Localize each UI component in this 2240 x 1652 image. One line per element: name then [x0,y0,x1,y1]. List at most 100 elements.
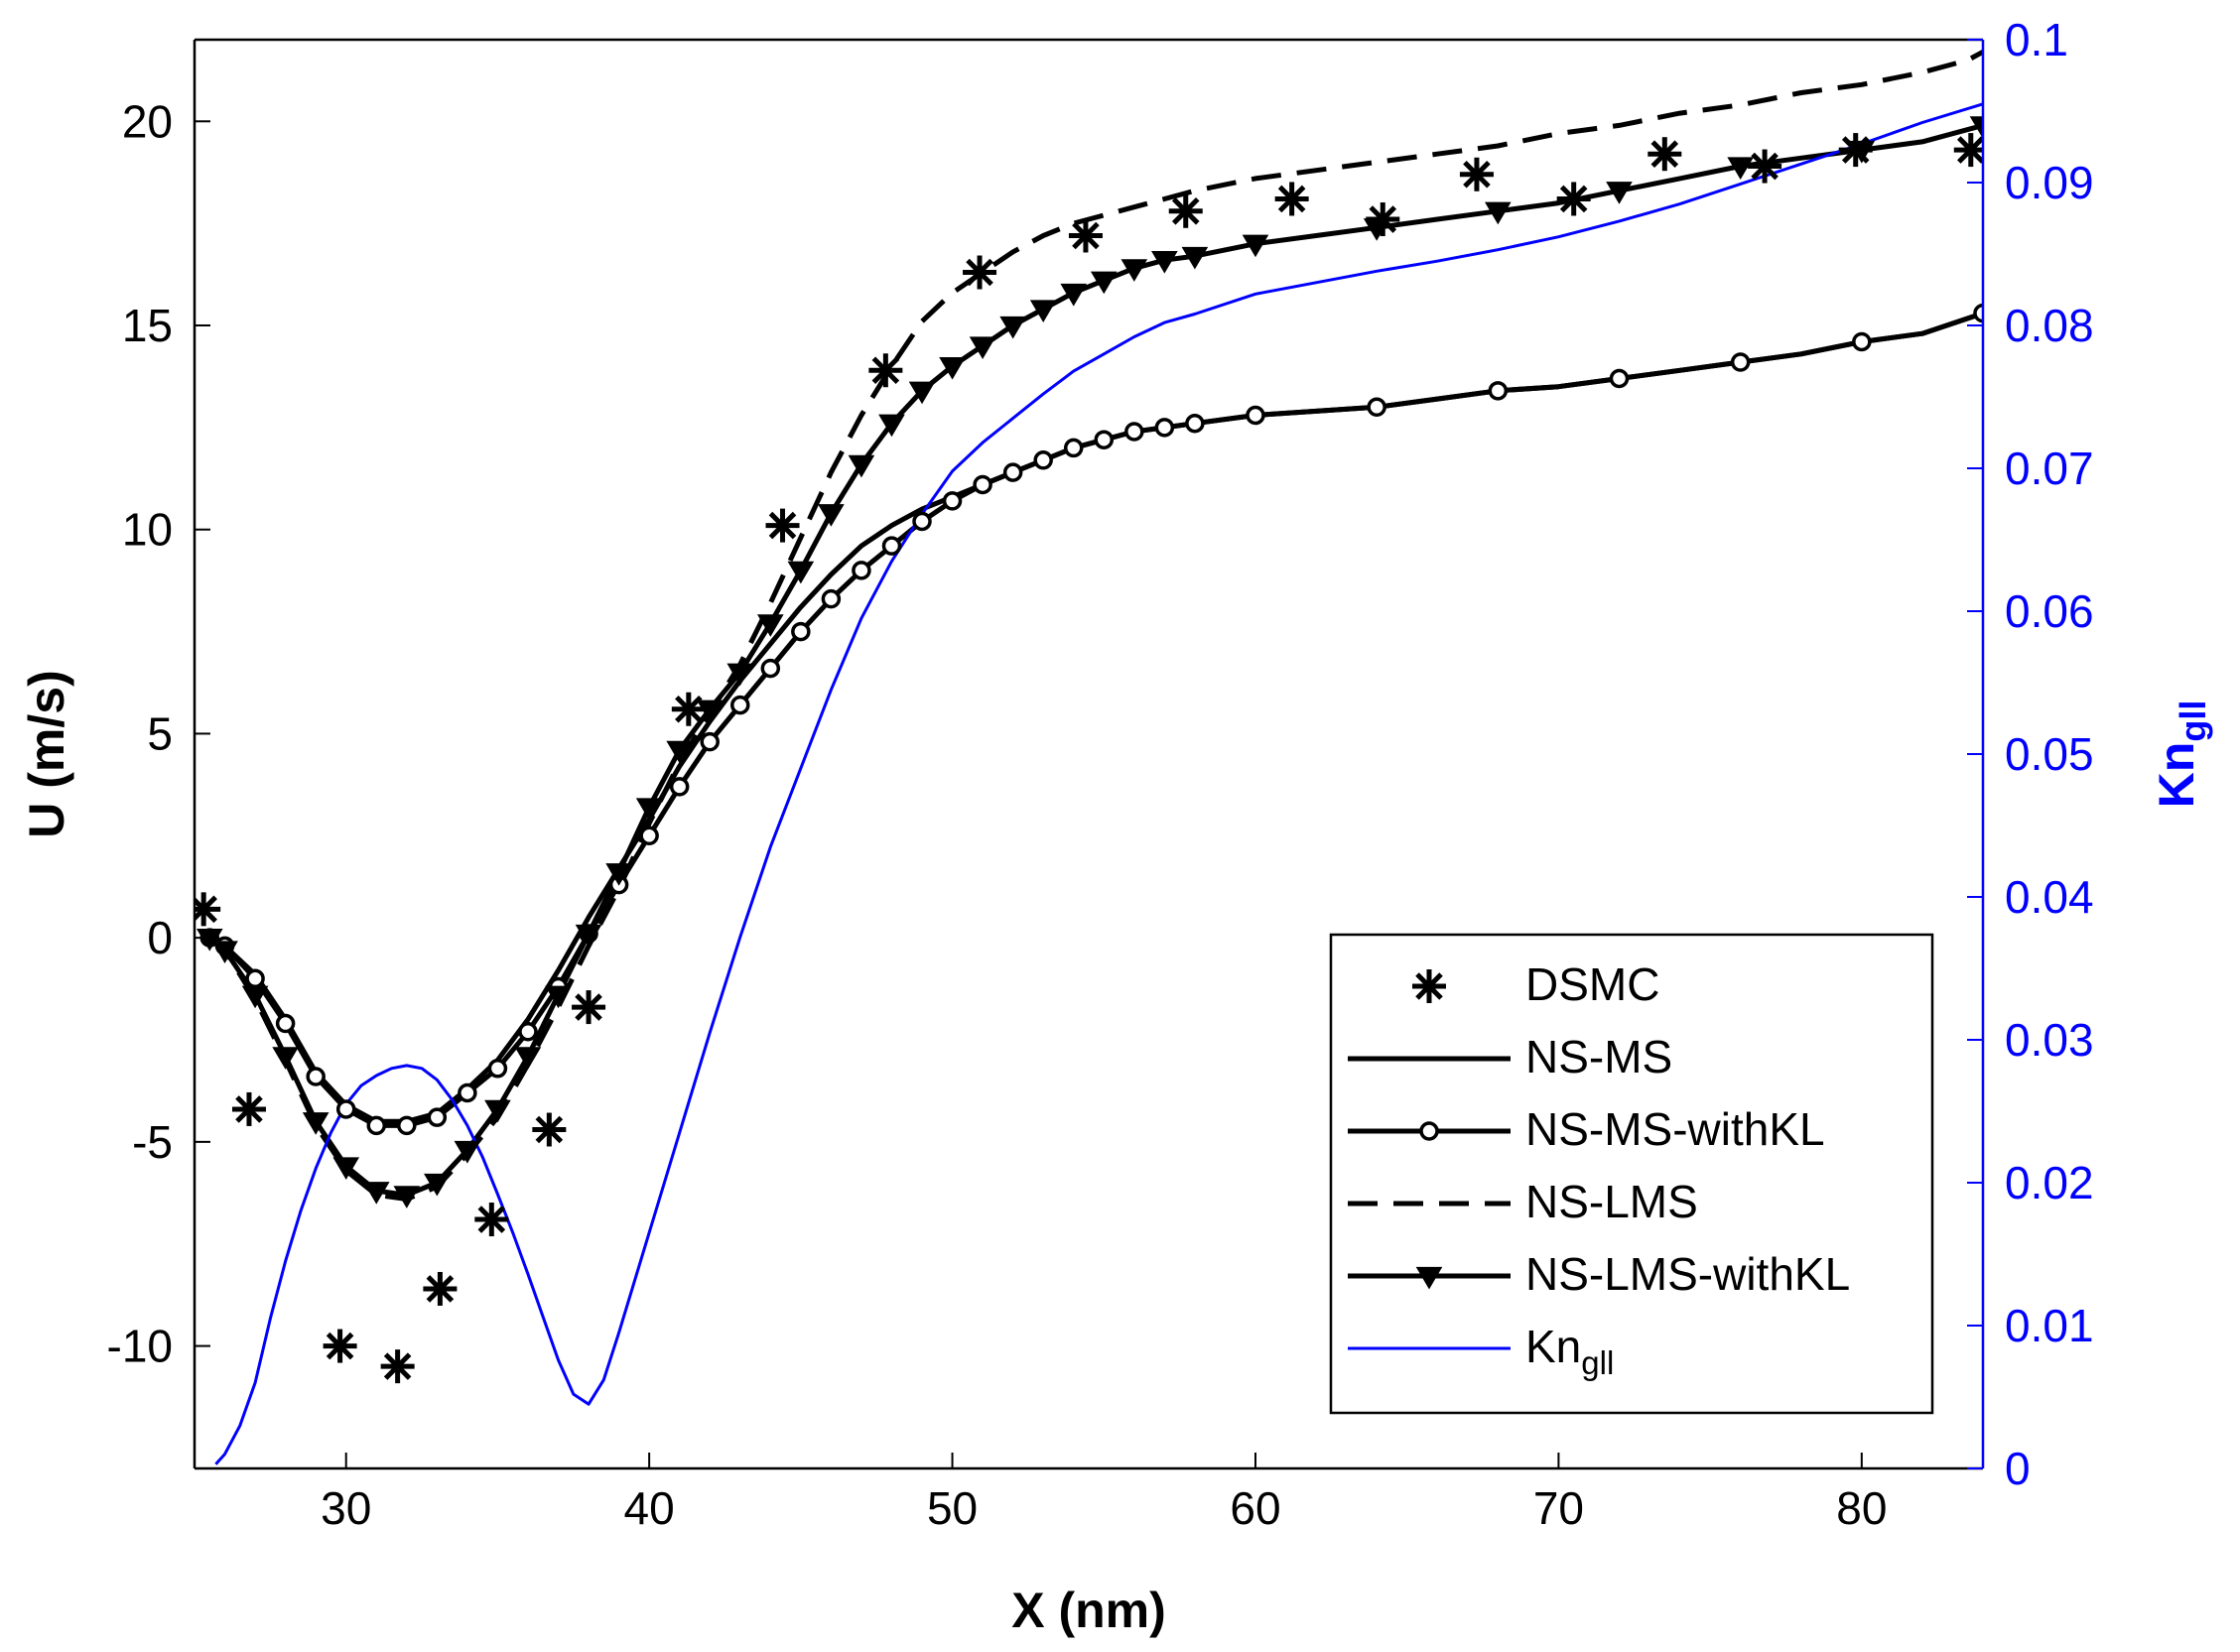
ns-ms-withkl-point [275,1013,296,1034]
y-axis-label: U (m/s) [19,670,74,837]
ns-lms-withkl-point [1060,283,1088,307]
ns-ms-withkl-point [1367,397,1386,418]
y-tick-label: -10 [107,1321,173,1372]
legend-label-ns-ms-withkl: NS-MS-withKL [1525,1103,1825,1155]
ns-lms-withkl-point [666,740,693,764]
ns-lms-withkl-point [1120,259,1148,282]
ns-ms-withkl-point [245,968,265,989]
ns-ms-withkl-point [1973,303,1983,323]
x-tick-label: 70 [1533,1482,1584,1534]
ns-ms-withkl-point [881,536,902,556]
ns-ms-withkl-point [700,731,720,752]
ns-ms-withkl-point [1730,352,1751,372]
legend-label-ns-lms: NS-LMS [1525,1176,1698,1227]
ns-lms-withkl-point [302,1112,329,1135]
dsmc-point [1274,182,1309,216]
legend-symbol-ns-ms-withkl-marker [1419,1121,1439,1141]
ns-ms-withkl-point [1246,405,1265,426]
legend: DSMC NS-MS NS-MS-withKL NS-LMS NS-LMS-wi… [1329,933,1934,1415]
ns-lms-withkl-point [756,614,784,637]
ns-ms-withkl-point [1154,418,1175,438]
ns-ms-withkl-point [1488,381,1509,401]
ns-ms-withkl-point [730,695,750,715]
ns-ms-withkl-point [1063,438,1084,458]
legend-box [1329,933,1934,1415]
ns-ms-withkl-point [366,1115,387,1136]
ns-lms-withkl-point [1029,300,1057,323]
dsmc-point [323,1329,357,1363]
y2-tick-label: 0.05 [2005,728,2094,780]
ns-lms-withkl-point [196,928,223,952]
ns-lms-withkl-point [1181,246,1209,270]
y2-tick-label: 0 [2005,1443,2031,1494]
ns-lms-withkl-point [908,381,936,405]
marker-layer [195,116,1983,1384]
legend-label-kn-gll: Kngll [1525,1321,1614,1381]
dsmc-point [532,1112,567,1147]
legend-label-kn-gll-main: Kn [1525,1321,1581,1372]
ns-lms-withkl-point [1363,218,1390,241]
dsmc-point [231,1091,266,1126]
ns-lms-withkl-point [514,1047,542,1070]
dsmc-point [1748,149,1782,184]
dsmc-point [765,508,800,543]
ns-ms-withkl-point [942,491,963,511]
ns-lms-withkl-point [1242,234,1269,258]
ns-lms-withkl-point [362,1182,390,1205]
ns-lms-withkl-point [696,699,724,723]
dsmc-point [963,255,997,290]
ns-ms-withkl-point [791,621,811,642]
ns-lms-withkl-point [969,336,996,360]
ns-ms-withkl-point [1033,450,1053,470]
ns-lms-withkl-point [787,561,815,584]
dsmc-point [671,692,706,726]
dsmc-point [1068,218,1103,253]
y2-tick-label: 0.06 [2005,585,2094,637]
x-tick-label: 60 [1230,1482,1280,1534]
y-tick-label: 0 [147,912,173,963]
dsmc-point [195,892,221,927]
y2-tick-label: 0.03 [2005,1014,2094,1066]
ns-ms-withkl-point [1852,331,1872,352]
ns-lms-withkl-point [241,985,269,1009]
y2-axis-label-main: Kn [2149,742,2204,809]
y2-tick-label: 0.08 [2005,300,2094,351]
dsmc-point [1647,137,1682,172]
x-tick-label: 80 [1836,1482,1887,1534]
dsmc-point [1556,182,1591,216]
ns-lms-withkl-point [545,985,572,1009]
ns-ms-withkl-point [487,1059,508,1079]
legend-label-dsmc: DSMC [1525,958,1659,1010]
legend-label-kn-gll-sub: gll [1581,1344,1614,1381]
ns-ms-withkl-point [973,474,992,495]
y2-tick-label: 0.09 [2005,157,2094,208]
y2-tick-label: 0.04 [2005,871,2094,923]
ns-ms-withkl-point [639,826,659,846]
y-tick-label: 10 [122,504,173,556]
ns-lms-withkl-point [1485,201,1512,225]
kn-gll-line [214,102,1983,1465]
dsmc-point [572,990,606,1025]
ns-ms-withkl-point [852,561,871,580]
y2-axis-label: Kngll [2149,700,2213,809]
ns-lms-line [207,50,1983,1202]
ns-lms-withkl-point [939,356,966,380]
legend-label-ns-lms-withkl: NS-LMS-withKL [1525,1248,1850,1300]
tick-layer: 30 40 50 60 70 80 -10 -5 0 5 10 15 20 0 0.01 0.02 0.03 0.… [107,14,2094,1534]
y2-tick-label: 0.01 [2005,1300,2094,1351]
ns-ms-withkl-point [518,1022,538,1042]
ns-lms-withkl-point [454,1140,481,1164]
legend-symbol-dsmc [1412,969,1446,1003]
y2-tick-label: 0.07 [2005,443,2094,494]
ns-ms-withkl-point [427,1107,448,1127]
ns-ms-withkl-point [335,1099,356,1119]
legend-symbol-ns-lms-withkl-marker [1415,1266,1443,1290]
ns-lms-withkl-point [575,924,602,948]
ns-lms-withkl-point [1969,116,1983,139]
ns-ms-withkl-point [669,777,690,797]
legend-label-ns-ms: NS-MS [1525,1031,1672,1082]
ns-lms-withkl-point [1848,140,1876,164]
legend-symbols [1348,969,1511,1350]
x-axis-label: X (nm) [1011,1583,1166,1638]
